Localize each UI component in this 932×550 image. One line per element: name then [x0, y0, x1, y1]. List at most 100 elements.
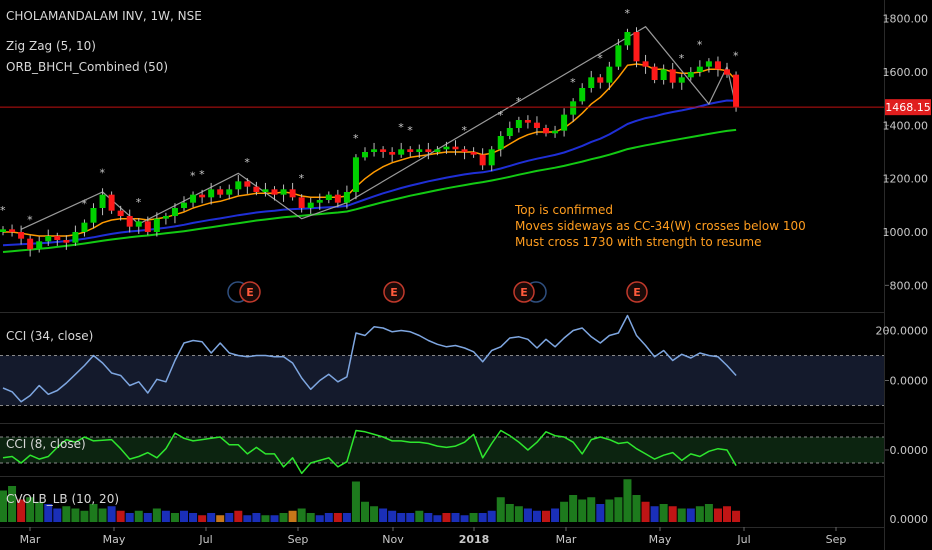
candle-up[interactable] — [307, 197, 314, 214]
candle-up[interactable] — [235, 174, 242, 196]
cvolb-bar[interactable] — [35, 501, 44, 522]
candle-down[interactable] — [380, 146, 387, 158]
candle-up[interactable] — [325, 191, 332, 204]
cvolb-bar[interactable] — [252, 513, 261, 522]
cvolb-bar[interactable] — [397, 513, 406, 522]
cvolb-bar[interactable] — [650, 506, 659, 522]
candle-down[interactable]: * — [733, 49, 740, 112]
cvolb-bar[interactable] — [677, 508, 686, 523]
cvolb-bar[interactable] — [451, 513, 460, 522]
candle-down[interactable]: * — [298, 172, 305, 213]
cvolb-bar[interactable] — [288, 510, 297, 522]
cvolb-bar[interactable] — [560, 501, 569, 522]
cvolb-bar[interactable] — [469, 513, 478, 522]
cvolb-bar[interactable] — [478, 513, 487, 522]
cvolb-bar[interactable] — [388, 510, 397, 522]
cvolb-bar[interactable] — [116, 510, 125, 522]
candle-up[interactable] — [615, 38, 622, 70]
cvolb-bar[interactable] — [143, 513, 152, 522]
candle-up[interactable]: * — [99, 166, 106, 216]
candle-down[interactable] — [669, 62, 676, 89]
cvolb-bar[interactable] — [315, 515, 324, 522]
candle-up[interactable] — [588, 70, 595, 93]
candle-down[interactable] — [642, 54, 649, 74]
candle-down[interactable] — [126, 209, 133, 233]
candle-up[interactable] — [153, 212, 160, 237]
cvolb-bar[interactable] — [134, 510, 143, 522]
cvolb-bar[interactable] — [361, 501, 369, 522]
candle-up[interactable] — [162, 212, 169, 225]
cvolb-bar[interactable] — [659, 504, 668, 522]
candle-up[interactable] — [506, 121, 513, 140]
candle-up[interactable] — [343, 185, 350, 209]
cvolb-bar[interactable] — [234, 510, 243, 522]
cvolb-bar[interactable] — [433, 515, 442, 522]
candle-up[interactable]: * — [398, 121, 405, 158]
earnings-markers[interactable]: E E E E — [227, 281, 648, 303]
cvolb-bar[interactable] — [514, 506, 523, 522]
cvolb-bar[interactable] — [270, 515, 279, 522]
candle-up[interactable]: * — [570, 76, 577, 122]
cvolb-bar[interactable] — [505, 504, 514, 522]
candle-down[interactable] — [63, 235, 70, 250]
candle-up[interactable] — [443, 141, 450, 154]
cvolb-bar[interactable] — [189, 513, 198, 522]
candle-up[interactable] — [371, 142, 378, 157]
candle-up[interactable] — [416, 144, 423, 158]
candle-up[interactable] — [606, 61, 613, 90]
candle-down[interactable] — [543, 124, 549, 137]
cvolb-bar[interactable] — [632, 495, 641, 522]
candle-up[interactable] — [660, 64, 667, 85]
cvolb-bar[interactable] — [596, 504, 605, 522]
cvolb-bar[interactable] — [713, 508, 722, 523]
candle-down[interactable] — [724, 62, 730, 78]
cvolb-bar[interactable] — [44, 504, 53, 522]
cvolb-bar[interactable] — [0, 490, 7, 523]
cvolb-bar[interactable] — [605, 499, 614, 523]
candle-up[interactable]: * — [0, 204, 6, 236]
candle-up[interactable] — [226, 184, 233, 200]
candle-down[interactable] — [389, 147, 396, 162]
candle-down[interactable] — [714, 56, 721, 77]
candle-up[interactable]: * — [352, 132, 359, 200]
candle-down[interactable] — [271, 186, 278, 201]
candle-up[interactable]: * — [696, 38, 703, 77]
cvolb-bar[interactable] — [333, 513, 342, 522]
candle-up[interactable]: * — [497, 109, 504, 157]
cvolb-bar[interactable] — [460, 515, 469, 522]
candle-up[interactable]: * — [515, 95, 522, 133]
cvolb-bar[interactable] — [89, 504, 98, 522]
cvolb-bar[interactable] — [641, 501, 650, 522]
candle-up[interactable] — [561, 108, 568, 137]
cvolb-bar[interactable] — [62, 506, 71, 522]
cvolb-bar[interactable] — [207, 513, 216, 522]
cvolb-bar[interactable] — [225, 513, 234, 522]
cvolb-bar[interactable] — [216, 515, 225, 522]
candle-up[interactable] — [316, 193, 323, 210]
candle-down[interactable] — [479, 148, 486, 170]
candle-down[interactable] — [144, 216, 151, 236]
candle-down[interactable]: * — [461, 124, 468, 160]
cvolb-bar[interactable] — [370, 506, 379, 522]
cvolb-bar[interactable] — [551, 508, 560, 523]
cci8-pane[interactable] — [0, 429, 884, 475]
cvolb-bar[interactable] — [415, 510, 424, 522]
candle-down[interactable] — [651, 63, 658, 84]
candle-down[interactable] — [253, 181, 260, 196]
candle-down[interactable] — [289, 182, 296, 201]
earnings-marker-icon[interactable] — [626, 281, 648, 303]
cvolb-bar[interactable] — [279, 513, 288, 522]
candle-up[interactable]: * — [135, 196, 142, 234]
cvolb-bar[interactable] — [161, 510, 170, 522]
earnings-marker-icon[interactable] — [513, 281, 535, 303]
candle-down[interactable] — [425, 142, 432, 160]
cvolb-bar[interactable] — [614, 497, 623, 522]
candle-down[interactable]: * — [27, 213, 34, 257]
cvolb-bar[interactable] — [695, 506, 704, 522]
candle-down[interactable]: * — [244, 156, 251, 194]
candle-down[interactable] — [334, 189, 341, 208]
candle-up[interactable] — [579, 83, 586, 105]
candle-up[interactable]: * — [190, 169, 197, 208]
cvolb-bar[interactable] — [686, 508, 695, 523]
